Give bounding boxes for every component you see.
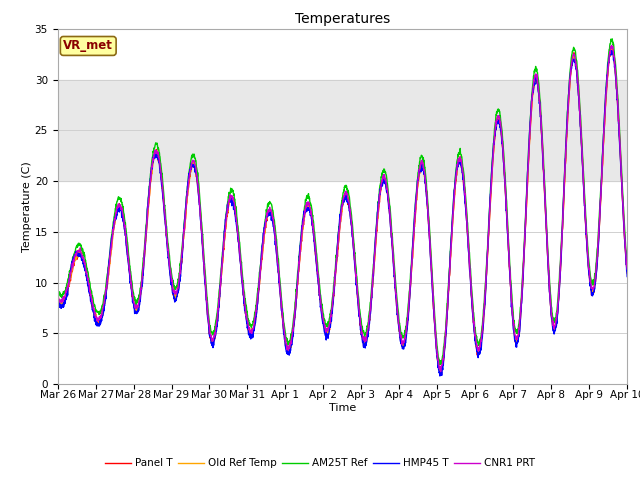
AM25T Ref bbox=[508, 299, 516, 305]
HMP45 T bbox=[359, 339, 367, 345]
AM25T Ref bbox=[359, 328, 367, 334]
Bar bbox=[58, 80, 627, 181]
Old Ref Temp bbox=[212, 322, 220, 328]
Line: CNR1 PRT: CNR1 PRT bbox=[58, 45, 627, 372]
Old Ref Temp bbox=[573, 69, 581, 75]
Line: Panel T: Panel T bbox=[58, 48, 627, 373]
Old Ref Temp bbox=[608, 44, 616, 49]
X-axis label: Time: Time bbox=[329, 403, 356, 413]
Old Ref Temp bbox=[589, 289, 596, 295]
AM25T Ref bbox=[623, 261, 631, 267]
Panel T bbox=[573, 71, 581, 76]
AM25T Ref bbox=[589, 281, 596, 287]
HMP45 T bbox=[54, 297, 61, 302]
HMP45 T bbox=[589, 291, 596, 297]
Panel T bbox=[438, 371, 445, 376]
CNR1 PRT bbox=[608, 42, 616, 48]
AM25T Ref bbox=[573, 64, 581, 70]
CNR1 PRT bbox=[359, 333, 367, 339]
Text: VR_met: VR_met bbox=[63, 39, 113, 52]
Panel T bbox=[589, 290, 596, 296]
Title: Temperatures: Temperatures bbox=[295, 12, 390, 26]
Panel T bbox=[54, 295, 61, 301]
Line: Old Ref Temp: Old Ref Temp bbox=[58, 47, 627, 372]
AM25T Ref bbox=[436, 361, 444, 367]
Panel T bbox=[212, 324, 220, 329]
Old Ref Temp bbox=[54, 297, 61, 302]
HMP45 T bbox=[607, 48, 615, 53]
AM25T Ref bbox=[609, 36, 616, 42]
Old Ref Temp bbox=[359, 337, 367, 343]
Old Ref Temp bbox=[371, 247, 379, 252]
Old Ref Temp bbox=[508, 308, 516, 314]
Line: HMP45 T: HMP45 T bbox=[58, 50, 627, 376]
HMP45 T bbox=[508, 311, 516, 317]
HMP45 T bbox=[573, 74, 581, 80]
Panel T bbox=[359, 334, 367, 339]
CNR1 PRT bbox=[508, 306, 516, 312]
HMP45 T bbox=[436, 373, 444, 379]
Line: AM25T Ref: AM25T Ref bbox=[58, 39, 627, 364]
CNR1 PRT bbox=[212, 321, 220, 326]
Old Ref Temp bbox=[623, 270, 631, 276]
Panel T bbox=[623, 270, 631, 276]
AM25T Ref bbox=[54, 287, 61, 292]
AM25T Ref bbox=[371, 239, 379, 245]
Panel T bbox=[371, 247, 379, 252]
Panel T bbox=[607, 45, 615, 51]
CNR1 PRT bbox=[437, 369, 445, 374]
AM25T Ref bbox=[212, 315, 220, 321]
CNR1 PRT bbox=[623, 266, 631, 272]
HMP45 T bbox=[212, 328, 220, 334]
Legend: Panel T, Old Ref Temp, AM25T Ref, HMP45 T, CNR1 PRT: Panel T, Old Ref Temp, AM25T Ref, HMP45 … bbox=[100, 454, 540, 472]
Panel T bbox=[508, 307, 516, 312]
Old Ref Temp bbox=[436, 369, 444, 375]
HMP45 T bbox=[371, 238, 379, 244]
HMP45 T bbox=[623, 274, 631, 279]
Y-axis label: Temperature (C): Temperature (C) bbox=[22, 161, 32, 252]
CNR1 PRT bbox=[54, 291, 61, 297]
CNR1 PRT bbox=[371, 244, 379, 250]
CNR1 PRT bbox=[573, 71, 581, 77]
CNR1 PRT bbox=[589, 287, 596, 293]
